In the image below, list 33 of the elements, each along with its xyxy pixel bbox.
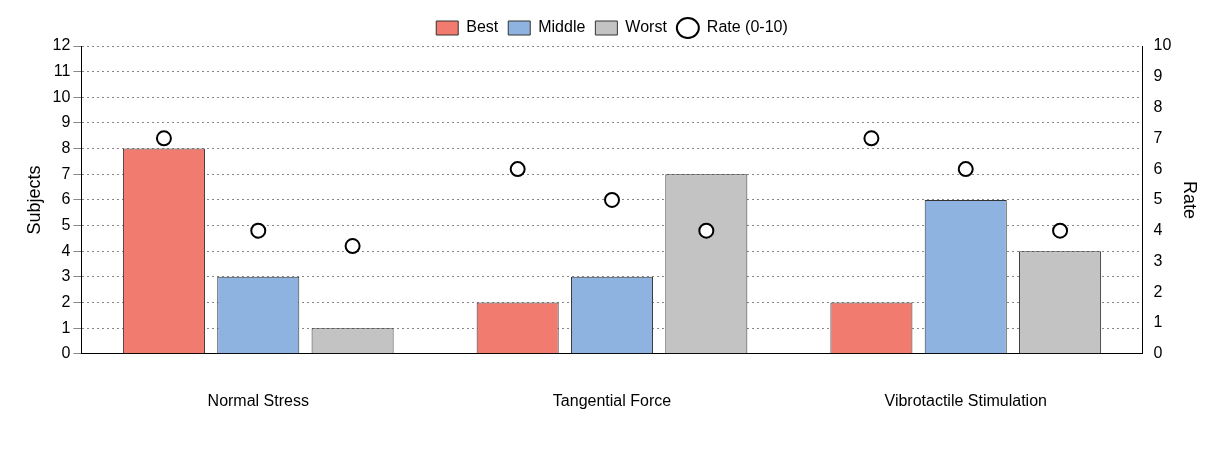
y-tick-label: 8 (61, 139, 71, 157)
legend-label: Rate (0-10) (706, 18, 788, 36)
legend-label: Worst (625, 18, 668, 36)
y-tick-label: 7 (61, 164, 71, 182)
y2-tick-label: 1 (1153, 313, 1163, 331)
x-tick-label: Tangential Force (552, 391, 672, 409)
legend-label: Middle (538, 18, 586, 36)
y2-tick-label: 7 (1153, 128, 1163, 146)
y2-tick-label: 6 (1153, 159, 1163, 177)
y-tick-label: 3 (61, 267, 71, 285)
y-tick-label: 2 (61, 292, 71, 310)
y-tick-label: 12 (52, 36, 71, 54)
y2-tick-label: 0 (1153, 344, 1163, 362)
y-tick-label: 1 (61, 318, 71, 336)
y-tick-label: 6 (61, 190, 71, 208)
y2-tick-label: 9 (1153, 67, 1163, 85)
x-tick-label: Normal Stress (207, 391, 309, 409)
x-tick-label: Vibrotactile Stimulation (884, 391, 1047, 409)
legend-label: Best (466, 18, 499, 36)
y-tick-label: 4 (61, 241, 71, 259)
y-tick-label: 11 (53, 62, 71, 80)
y-tick-label: 10 (52, 87, 71, 105)
y-tick-label: 0 (61, 344, 71, 362)
y-tick-label: 9 (61, 113, 71, 131)
y-axis-title: Subjects (23, 165, 44, 235)
y2-tick-label: 8 (1153, 97, 1163, 115)
y2-tick-label: 4 (1153, 221, 1163, 239)
y2-tick-label: 2 (1153, 282, 1163, 300)
y2-tick-label: 10 (1153, 36, 1172, 54)
y2-axis-title: Rate (1180, 180, 1201, 219)
y-tick-label: 5 (61, 215, 71, 233)
y2-tick-label: 3 (1153, 251, 1163, 269)
y2-tick-label: 5 (1153, 190, 1163, 208)
